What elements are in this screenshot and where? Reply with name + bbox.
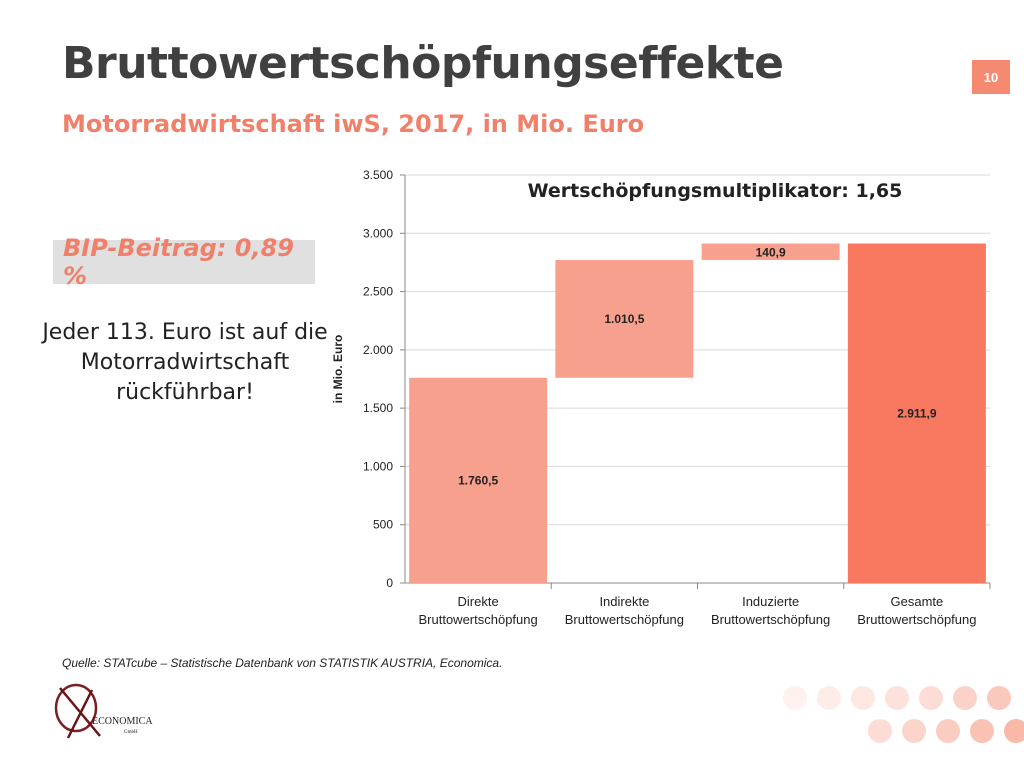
fact-line-3: rückführbar! <box>116 380 254 405</box>
decorative-dot <box>987 686 1011 710</box>
waterfall-chart: 0 500 1.000 1.500 2.000 2.500 3.000 3.500 in Mio… <box>331 168 991 627</box>
chart-annotation: Wertschöpfungsmultiplikator: 1,65 <box>528 180 903 202</box>
bar-value-label: 2.911,9 <box>897 406 937 420</box>
y-tick-label: 2.000 <box>363 343 393 357</box>
bar-value-label: 1.760,5 <box>458 473 498 487</box>
bar-value-label: 140,9 <box>756 246 786 260</box>
x-category-label: Indirekte <box>599 594 649 609</box>
x-category-label: Bruttowertschöpfung <box>711 612 830 627</box>
decorative-dot <box>953 686 977 710</box>
y-tick-label: 3.500 <box>363 168 393 182</box>
y-tick-label: 2.500 <box>363 285 393 299</box>
x-category-label: Bruttowertschöpfung <box>857 612 976 627</box>
decorative-dot <box>783 686 807 710</box>
decorative-dot <box>851 686 875 710</box>
decorative-dot <box>868 719 892 743</box>
decorative-dot <box>817 686 841 710</box>
bar <box>701 243 840 260</box>
decorative-dot <box>902 719 926 743</box>
bar-value-label: 1.010,5 <box>604 312 644 326</box>
y-tick-label: 1.000 <box>363 459 393 473</box>
fact-line-1: Jeder 113. Euro ist auf die <box>42 320 328 345</box>
decorative-dot <box>1004 719 1024 743</box>
y-tick-label: 1.500 <box>363 401 393 415</box>
decorative-dot <box>970 719 994 743</box>
page-subtitle: Motorradwirtschaft iwS, 2017, in Mio. Eu… <box>62 110 645 138</box>
x-category-label: Gesamte <box>891 594 944 609</box>
x-category-label: Bruttowertschöpfung <box>565 612 684 627</box>
bar <box>409 377 548 583</box>
y-tick-label: 500 <box>373 518 393 532</box>
y-tick-label: 0 <box>386 576 393 590</box>
source-note: Quelle: STATcube – Statistische Datenban… <box>62 656 503 670</box>
logo-subtext: GmbH <box>124 730 138 735</box>
x-category-label: Bruttowertschöpfung <box>419 612 538 627</box>
logo-cross-icon <box>59 687 101 739</box>
logo-text: ECONOMICA <box>92 716 153 727</box>
x-category-label: Induzierte <box>742 594 799 609</box>
y-axis-label: in Mio. Euro <box>331 335 345 404</box>
page-number-badge: 10 <box>972 60 1010 94</box>
x-category-label: Direkte <box>458 594 499 609</box>
bar <box>847 243 986 583</box>
economica-logo: ECONOMICA GmbH <box>54 683 153 739</box>
decorative-dot <box>919 686 943 710</box>
logo-ring-icon <box>54 683 98 733</box>
y-tick-label: 3.000 <box>363 226 393 240</box>
page-title: Bruttowertschöpfungseffekte <box>62 38 784 89</box>
decorative-dot <box>936 719 960 743</box>
fact-line-2: Motorradwirtschaft <box>80 350 290 375</box>
bar <box>555 259 694 378</box>
decorative-dot <box>885 686 909 710</box>
bip-contribution-label: BIP-Beitrag: 0,89 % <box>63 234 294 290</box>
fact-text: Jeder 113. Euro ist auf die Motorradwirt… <box>40 318 330 408</box>
bip-contribution-box: BIP-Beitrag: 0,89 % <box>53 234 315 290</box>
